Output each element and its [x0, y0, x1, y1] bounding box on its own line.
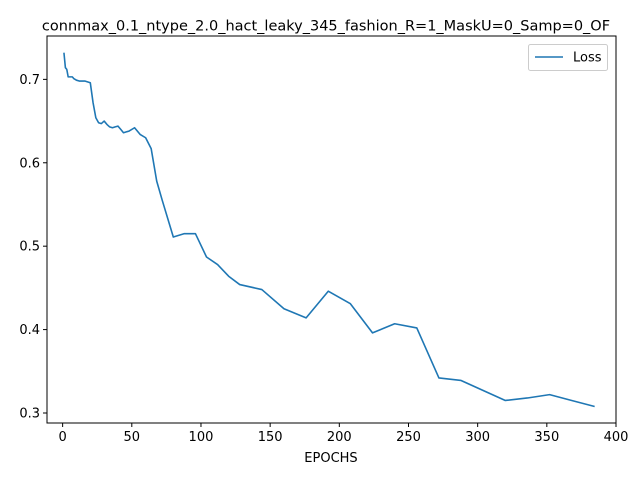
- plot-area: [63, 52, 595, 408]
- plot-frame: [46, 35, 617, 424]
- legend: Loss: [528, 44, 608, 71]
- y-tick-label: 0.4: [19, 323, 40, 338]
- legend-box: [528, 44, 608, 71]
- x-tick-label: 150: [258, 430, 283, 445]
- x-tick-label: 0: [58, 430, 66, 445]
- x-tick-label: 50: [124, 430, 141, 445]
- x-axis-label: EPOCHS: [304, 451, 357, 466]
- legend-label-loss: Loss: [573, 51, 602, 66]
- y-tick-label: 0.3: [19, 406, 40, 421]
- x-tick-label: 400: [604, 430, 629, 445]
- x-tick-label: 350: [534, 430, 559, 445]
- x-axis: 0 50 100 150 200 250 300 350 400: [58, 423, 628, 445]
- y-axis: 0.3 0.4 0.5 0.6 0.7: [19, 73, 47, 421]
- series-line-loss: [63, 52, 595, 408]
- x-tick-label: 300: [465, 430, 490, 445]
- x-tick-label: 100: [189, 430, 214, 445]
- y-tick-label: 0.5: [19, 240, 40, 255]
- x-tick-label: 250: [396, 430, 421, 445]
- y-tick-label: 0.7: [19, 73, 40, 88]
- y-tick-label: 0.6: [19, 156, 40, 171]
- x-tick-label: 200: [327, 430, 352, 445]
- chart-title: connmax_0.1_ntype_2.0_hact_leaky_345_fas…: [42, 19, 610, 35]
